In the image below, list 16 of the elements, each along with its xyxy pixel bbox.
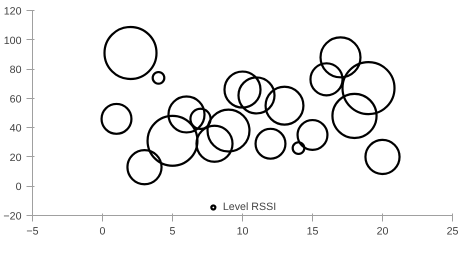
y-tick-label: 0: [16, 181, 22, 194]
x-tick-label: 25: [446, 226, 458, 238]
x-tick-label: 0: [100, 226, 106, 238]
y-tick-label: 60: [10, 93, 22, 106]
y-tick-label: 100: [4, 34, 22, 47]
y-tick-label: 40: [10, 122, 22, 135]
x-tick-label: 5: [170, 226, 176, 238]
y-tick-label: 80: [10, 64, 22, 76]
legend-label: Level RSSI: [222, 201, 276, 213]
y-tick-label: −20: [3, 210, 22, 222]
y-tick-label: 120: [4, 6, 22, 18]
x-tick-label: 15: [306, 226, 318, 238]
y-tick-label: 20: [10, 152, 22, 164]
x-tick-label: 10: [236, 226, 248, 238]
x-tick-label: −5: [26, 226, 39, 238]
x-tick-label: 20: [376, 226, 388, 238]
